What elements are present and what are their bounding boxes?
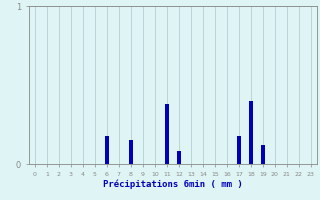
Bar xyxy=(261,145,265,164)
Bar xyxy=(129,140,133,164)
Bar xyxy=(177,151,181,164)
Bar xyxy=(237,136,241,164)
Bar xyxy=(165,104,169,164)
Bar xyxy=(105,136,109,164)
Bar xyxy=(249,101,253,164)
X-axis label: Précipitations 6min ( mm ): Précipitations 6min ( mm ) xyxy=(103,179,243,189)
